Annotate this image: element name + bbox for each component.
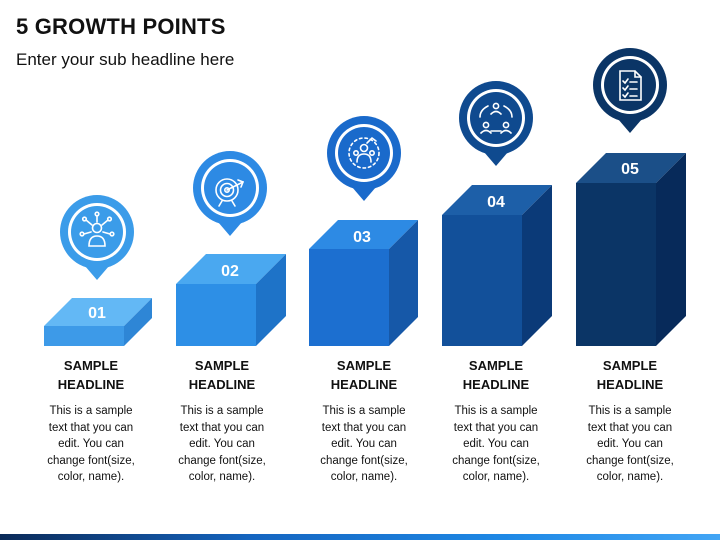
step-4-body: This is a sample text that you can edit.…: [452, 405, 540, 483]
step-1-pin: [60, 195, 134, 280]
step-5-body: This is a sample text that you can edit.…: [586, 405, 674, 483]
step-5-text: SAMPLE HEADLINE This is a sample text th…: [565, 356, 695, 486]
step-4-block: 04: [442, 185, 552, 346]
user-network-icon: [79, 211, 115, 247]
step-3-text: SAMPLE HEADLINE This is a sample text th…: [299, 356, 429, 486]
step-5-headline: SAMPLE HEADLINE: [596, 358, 664, 392]
step-3-block: 03: [309, 220, 418, 346]
step-4-text: SAMPLE HEADLINE This is a sample text th…: [431, 356, 561, 486]
step-5-number: 05: [621, 161, 639, 178]
checklist-document-icon: [619, 70, 642, 101]
step-4-pin: [459, 81, 533, 166]
step-2-text: SAMPLE HEADLINE This is a sample text th…: [157, 356, 287, 486]
step-4-headline: SAMPLE HEADLINE: [462, 358, 530, 392]
page-subtitle: Enter your sub headline here: [16, 50, 235, 69]
step-2-pin: [193, 151, 267, 236]
step-3-headline: SAMPLE HEADLINE: [330, 358, 398, 392]
step-3-pin: [327, 116, 401, 201]
step-5-pin: [593, 48, 667, 133]
step-1-block: 01: [44, 298, 152, 346]
step-1-number: 01: [88, 305, 106, 322]
team-growth-icon: [348, 136, 380, 169]
target-icon: [215, 178, 245, 207]
step-3-number: 03: [353, 229, 371, 246]
step-4-number: 04: [487, 194, 505, 211]
bottom-accent-bar: [0, 534, 720, 540]
step-2-headline: SAMPLE HEADLINE: [188, 358, 256, 392]
collaboration-cycle-icon: [479, 102, 513, 134]
step-1-headline: SAMPLE HEADLINE: [57, 358, 125, 392]
step-2-body: This is a sample text that you can edit.…: [178, 405, 266, 483]
page-title: 5 GROWTH POINTS: [16, 14, 226, 39]
step-5-block: 05: [576, 153, 686, 346]
step-2-number: 02: [221, 263, 239, 280]
step-1-text: SAMPLE HEADLINE This is a sample text th…: [26, 356, 156, 486]
step-3-body: This is a sample text that you can edit.…: [320, 405, 408, 483]
step-2-block: 02: [176, 254, 286, 346]
step-1-body: This is a sample text that you can edit.…: [47, 405, 135, 483]
